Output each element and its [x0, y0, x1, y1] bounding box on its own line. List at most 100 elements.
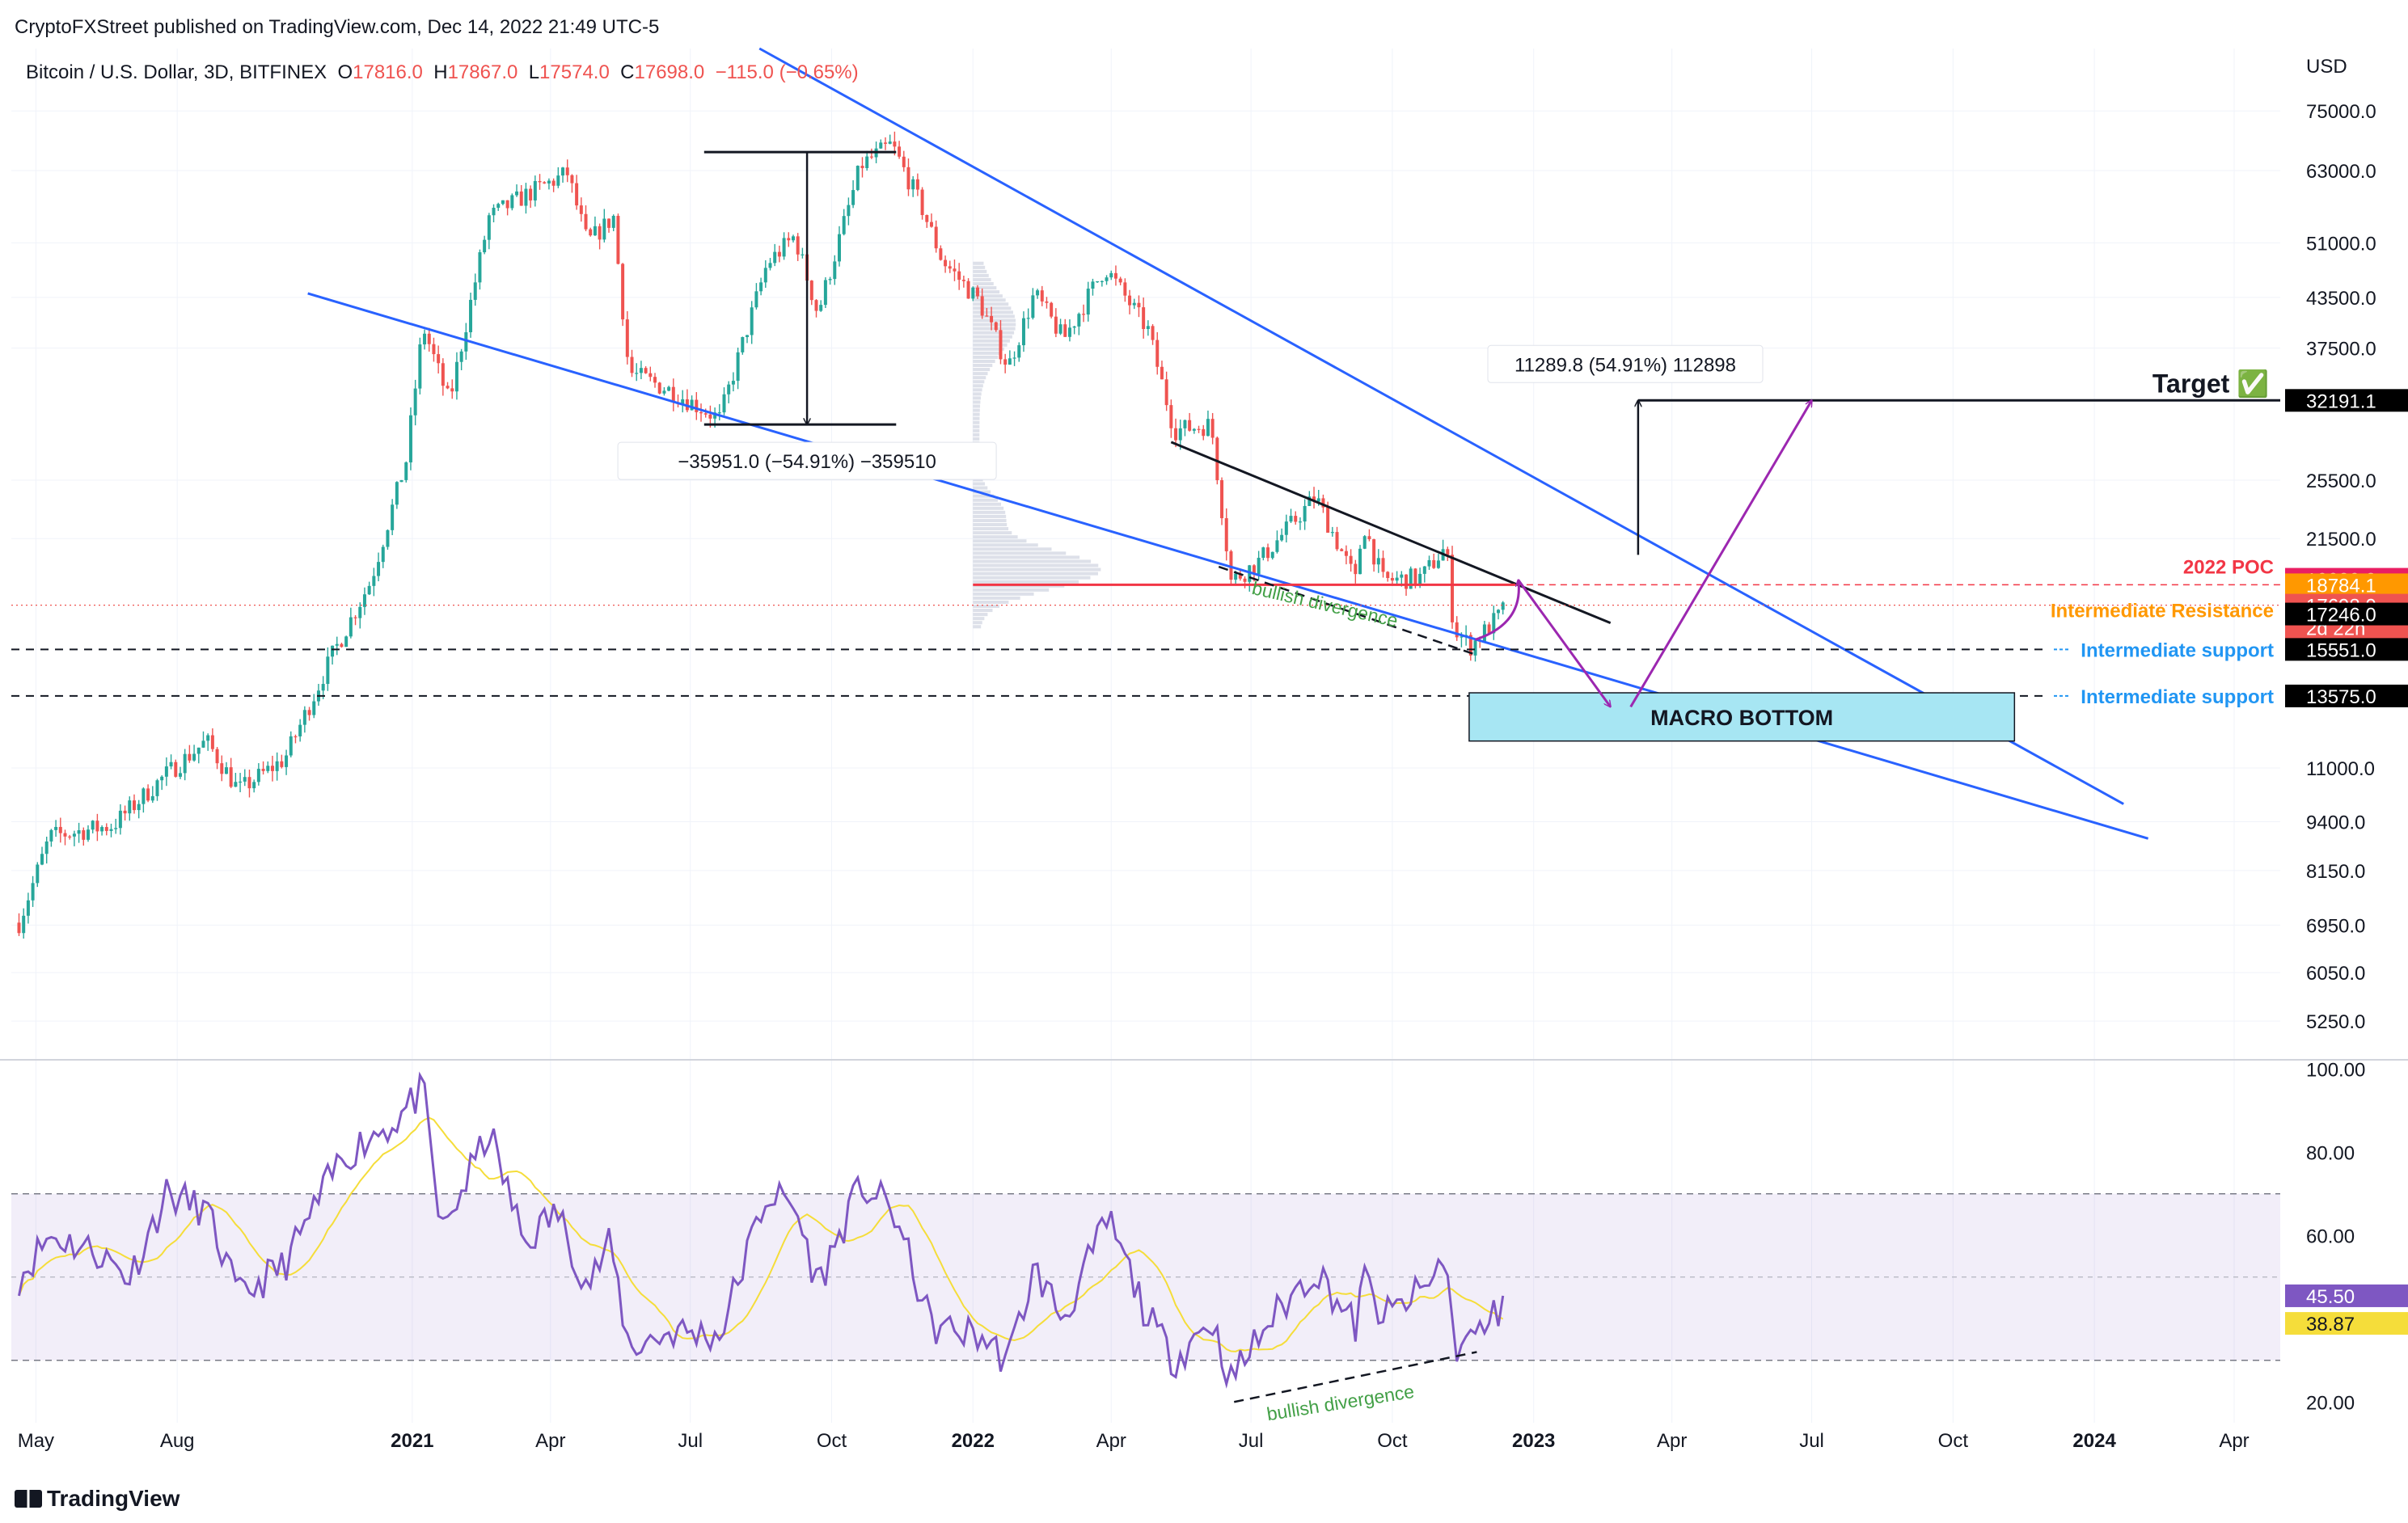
candle-body — [160, 776, 164, 781]
candle-body — [1137, 302, 1141, 308]
candle-body — [188, 753, 192, 761]
candle-body — [391, 504, 395, 530]
candle-body — [1422, 566, 1426, 574]
volume-profile-bar — [973, 327, 1016, 331]
price-badge — [2285, 573, 2408, 597]
volume-profile-bar — [973, 543, 1038, 547]
price-tick-label: 63000.0 — [2306, 161, 2376, 183]
candle-body — [206, 735, 210, 741]
volume-profile-bar — [973, 372, 988, 376]
candle-body — [1501, 602, 1505, 610]
candle-body — [1234, 573, 1238, 580]
candle-body — [915, 179, 919, 190]
candle-body — [690, 399, 694, 411]
candle-body — [454, 361, 458, 392]
candle-body — [1118, 278, 1122, 283]
candle-body — [104, 827, 108, 831]
rsi-badge — [2285, 1284, 2408, 1307]
candle-body — [653, 377, 657, 383]
volume-profile-bar — [973, 363, 993, 368]
volume-profile-bar — [973, 600, 1009, 604]
candle-body — [630, 356, 634, 373]
candle-body — [331, 645, 335, 657]
candle-body — [625, 319, 629, 357]
volume-profile-bar — [973, 400, 981, 404]
candle-body — [492, 208, 496, 216]
rsi-tick-label: 100.00 — [2306, 1059, 2365, 1081]
volume-profile-bar — [973, 617, 985, 621]
volume-profile-bar — [973, 518, 1007, 522]
volume-profile-bar — [973, 404, 981, 408]
candles — [17, 131, 1505, 939]
candle-body — [446, 386, 450, 389]
candle-body — [220, 763, 224, 774]
time-tick-label: Apr — [2219, 1430, 2249, 1452]
candle-body — [367, 585, 371, 595]
candle-body — [243, 777, 247, 782]
time-tick-label: Jul — [1799, 1430, 1824, 1452]
volume-profile-bar — [973, 588, 1050, 592]
candle-body — [1197, 428, 1201, 430]
measure-label-down: −35951.0 (−54.91%) −359510 — [617, 441, 997, 480]
candle-body — [1344, 551, 1348, 556]
candle-body — [957, 271, 961, 281]
candle-body — [427, 333, 431, 344]
candle-body — [754, 291, 758, 308]
price-tick-label: 37500.0 — [2306, 339, 2376, 361]
price-badge — [2285, 638, 2408, 661]
time-tick-label: Jul — [678, 1430, 703, 1452]
candle-body — [501, 200, 505, 205]
candle-body — [169, 762, 173, 767]
candle-body — [229, 767, 233, 787]
candle-body — [1326, 507, 1330, 533]
price-tick-label: 9400.0 — [2306, 812, 2365, 834]
candle-body — [1405, 574, 1409, 589]
candle-body — [298, 724, 302, 736]
rsi-pane: bullish divergence — [11, 1071, 2280, 1424]
candle-body — [787, 238, 791, 241]
measure-label-text: −35951.0 (−54.91%) −359510 — [678, 451, 936, 473]
volume-profile-bar — [973, 416, 980, 420]
candle-body — [796, 236, 800, 255]
measure-label-bg — [1487, 344, 1764, 383]
candle-body — [644, 368, 648, 373]
price-badge — [2285, 389, 2408, 412]
volume-profile-bar — [973, 388, 982, 392]
rsi-ma-badge-text: 38.87 — [2306, 1314, 2355, 1335]
measure-label-up: 11289.8 (54.91%) 112898 — [1487, 344, 1764, 383]
candle-body — [1142, 307, 1146, 330]
candle-body — [1303, 505, 1307, 522]
candle-body — [607, 218, 611, 228]
candle-body — [1054, 316, 1058, 334]
volume-profile-bar — [973, 432, 980, 437]
candle-body — [128, 800, 132, 814]
price-tick-label: 25500.0 — [2306, 470, 2376, 492]
volume-profile-bar — [973, 376, 986, 380]
candle-body — [1427, 559, 1431, 567]
volume-profile-bar — [973, 555, 1080, 559]
candle-body — [1050, 302, 1054, 317]
volume-profile-bar — [973, 580, 1079, 584]
volume-profile-bar — [973, 273, 989, 277]
candle-body — [358, 606, 362, 618]
candle-body — [1409, 568, 1413, 589]
brand-name: TradingView — [47, 1486, 180, 1511]
candle-body — [109, 829, 113, 831]
time-tick-label: 2023 — [1512, 1430, 1555, 1452]
candle-body — [1091, 281, 1095, 289]
projection-target-arrow — [1629, 400, 1813, 708]
candle-body — [842, 216, 846, 234]
candle-body — [114, 828, 118, 829]
volume-profile-bar — [973, 527, 1009, 531]
candle-body — [63, 833, 67, 837]
candle-body — [183, 753, 187, 774]
volume-profile-bar — [973, 310, 1013, 314]
candle-body — [423, 333, 427, 345]
resistance-label: Intermediate Resistance — [2051, 600, 2274, 622]
candle-body — [1446, 549, 1450, 555]
candle-body — [1261, 547, 1265, 559]
volume-profile-bar — [973, 572, 1098, 576]
volume-profile-bar — [973, 368, 991, 372]
candle-body — [1349, 555, 1353, 564]
volume-profile-bar — [973, 412, 980, 416]
